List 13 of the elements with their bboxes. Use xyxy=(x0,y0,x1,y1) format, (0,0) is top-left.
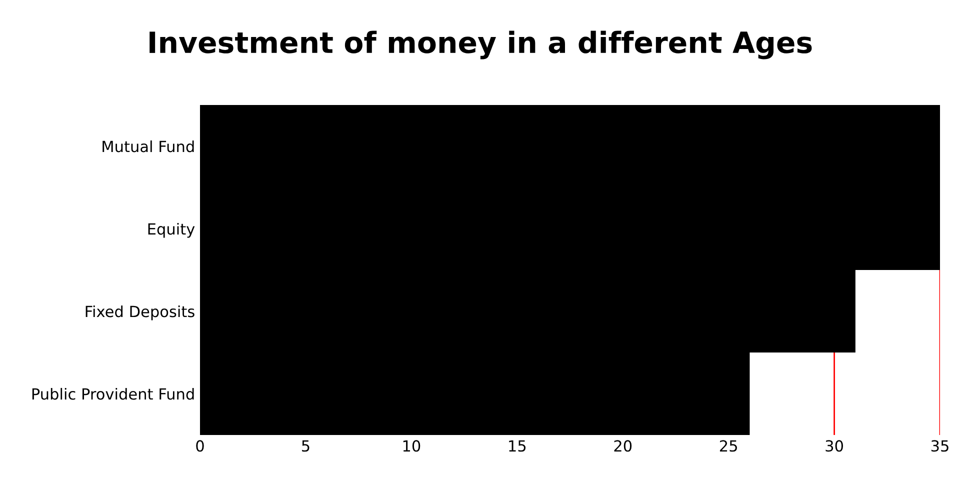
x-tick-label: 30 xyxy=(826,440,843,452)
x-tick-label: 20 xyxy=(614,440,632,452)
x-tick-label: 35 xyxy=(931,440,948,452)
y-tick-label: Mutual Fund xyxy=(102,140,194,152)
x-tick-label: 25 xyxy=(720,440,737,452)
x-tick-label: 10 xyxy=(403,440,420,452)
chart-title: Investment of money in a different Ages xyxy=(150,30,812,60)
y-tick-label: Equity xyxy=(148,222,195,238)
y-tick-label: Fixed Deposits xyxy=(86,305,194,320)
x-tick-label: 5 xyxy=(302,440,310,452)
x-tick-label: 0 xyxy=(196,440,204,452)
x-tick-label: 15 xyxy=(509,440,526,452)
y-tick-label: Public Provident Fund xyxy=(32,388,194,400)
